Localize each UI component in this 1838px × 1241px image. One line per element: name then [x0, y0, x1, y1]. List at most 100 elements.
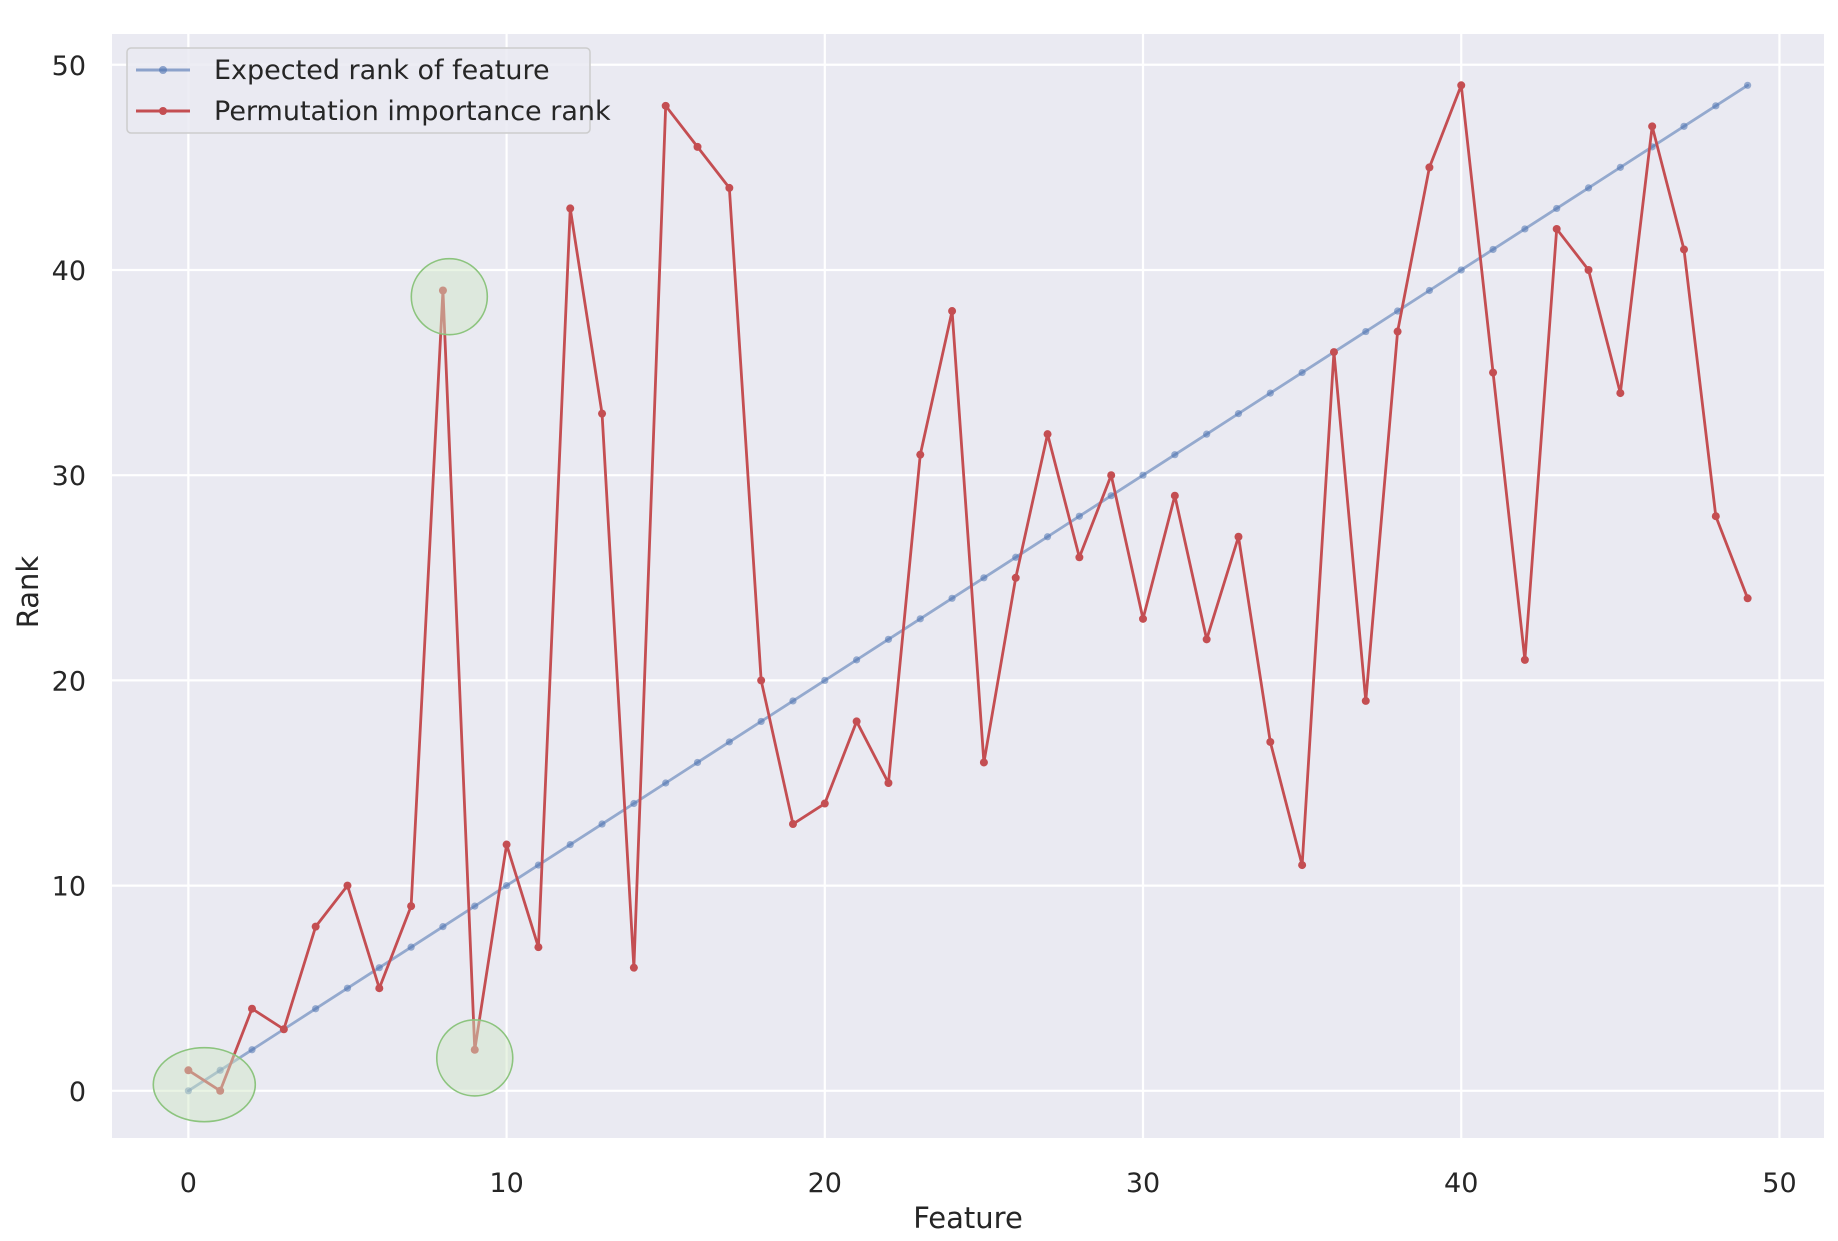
data-point-permutation: [598, 409, 607, 418]
data-point-permutation: [725, 183, 734, 192]
data-point-permutation: [248, 1004, 257, 1013]
data-point-expected: [343, 984, 352, 992]
data-point-permutation: [216, 1086, 225, 1095]
data-point-permutation: [1711, 512, 1720, 521]
data-point-expected: [598, 820, 606, 828]
data-point-expected: [566, 840, 574, 849]
data-point-expected: [1425, 286, 1434, 295]
data-point-permutation: [470, 1045, 479, 1054]
data-point-permutation: [1170, 491, 1179, 500]
data-point-expected: [1362, 327, 1370, 336]
data-point-expected: [216, 1066, 224, 1074]
data-point-permutation: [1489, 368, 1498, 377]
legend-marker-permutation: [159, 107, 167, 115]
data-point-expected: [312, 1005, 320, 1013]
data-point-permutation: [1043, 430, 1052, 439]
data-point-expected: [1234, 410, 1243, 418]
data-point-expected: [1075, 512, 1083, 520]
data-point-permutation: [279, 1025, 288, 1034]
highlight-circle: [152, 1046, 257, 1123]
data-point-permutation: [1425, 163, 1434, 172]
data-point-permutation: [1329, 348, 1338, 357]
series-line-permutation: [186, 83, 1750, 1093]
data-point-permutation: [1743, 594, 1752, 603]
data-point-expected: [1584, 184, 1593, 192]
data-point-expected: [725, 738, 733, 746]
data-point-expected: [630, 799, 638, 808]
data-point-expected: [662, 779, 670, 787]
data-point-expected: [1043, 533, 1052, 541]
data-point-expected: [407, 943, 415, 951]
y-axis-label: Rank: [11, 556, 45, 629]
data-point-permutation: [1361, 696, 1370, 705]
data-point-expected: [1298, 368, 1306, 377]
data-point-permutation: [1648, 122, 1657, 131]
legend-label-permutation: Permutation importance rank: [214, 96, 611, 127]
data-point-expected: [1553, 204, 1561, 213]
data-point-expected: [375, 964, 383, 972]
x-tick-label: 0: [180, 1168, 197, 1199]
data-point-permutation: [916, 450, 925, 459]
data-point-permutation: [1616, 389, 1625, 398]
data-point-permutation: [1393, 327, 1402, 336]
data-point-permutation: [1584, 265, 1593, 274]
x-tick-label: 20: [808, 1168, 842, 1199]
data-point-permutation: [1139, 614, 1148, 623]
data-point-expected: [757, 717, 765, 726]
highlight-layer: [152, 257, 514, 1123]
data-point-permutation: [1107, 471, 1116, 480]
data-point-expected: [439, 923, 447, 931]
data-point-expected: [1171, 451, 1179, 459]
data-point-expected: [1712, 102, 1720, 110]
data-point-expected: [534, 861, 543, 869]
data-point-permutation: [979, 758, 988, 767]
data-point-permutation: [852, 717, 861, 726]
data-point-expected: [916, 615, 924, 623]
legend-box: [126, 47, 591, 134]
data-point-expected: [184, 1087, 192, 1095]
data-point-permutation: [184, 1066, 193, 1075]
y-tick-label: 40: [52, 256, 86, 287]
data-point-permutation: [1520, 655, 1529, 664]
plot-area: [112, 34, 1824, 1138]
data-point-expected: [1393, 307, 1402, 315]
data-point-permutation: [1679, 245, 1688, 254]
data-point-permutation: [1011, 573, 1020, 582]
data-point-permutation: [1552, 224, 1561, 233]
data-point-permutation: [375, 984, 384, 993]
data-point-permutation: [311, 922, 320, 931]
data-point-permutation: [502, 840, 511, 849]
data-point-expected: [789, 697, 797, 705]
y-tick-label: 50: [52, 51, 86, 82]
data-point-expected: [1521, 225, 1529, 233]
y-tick-label: 30: [52, 461, 86, 492]
data-point-permutation: [884, 778, 893, 787]
x-tick-label: 30: [1126, 1168, 1160, 1199]
data-point-expected: [248, 1046, 256, 1054]
y-tick-label: 10: [52, 872, 86, 903]
x-tick-label: 10: [489, 1168, 523, 1199]
data-point-permutation: [1234, 532, 1243, 541]
x-tick-label: 50: [1762, 1168, 1796, 1199]
data-point-expected: [471, 902, 479, 910]
data-point-permutation: [438, 286, 447, 295]
data-point-permutation: [757, 676, 766, 685]
data-point-expected: [502, 881, 511, 890]
data-point-permutation: [1457, 81, 1466, 90]
data-point-permutation: [693, 142, 702, 151]
data-point-permutation: [1202, 635, 1211, 644]
data-point-permutation: [1298, 861, 1307, 870]
x-axis-label: Feature: [913, 1201, 1023, 1235]
data-point-expected: [1203, 430, 1211, 438]
data-point-permutation: [407, 902, 416, 911]
y-tick-label: 0: [69, 1077, 86, 1108]
data-point-expected: [884, 635, 893, 643]
data-point-expected: [1744, 81, 1752, 89]
legend-label-expected: Expected rank of feature: [214, 55, 550, 86]
data-point-expected: [1680, 122, 1688, 130]
series-line-expected: [186, 83, 1750, 1093]
data-point-permutation: [343, 881, 352, 890]
data-point-permutation: [1266, 737, 1275, 746]
x-axis-ticks: 0 10 20 30 40 50: [180, 1168, 1797, 1199]
